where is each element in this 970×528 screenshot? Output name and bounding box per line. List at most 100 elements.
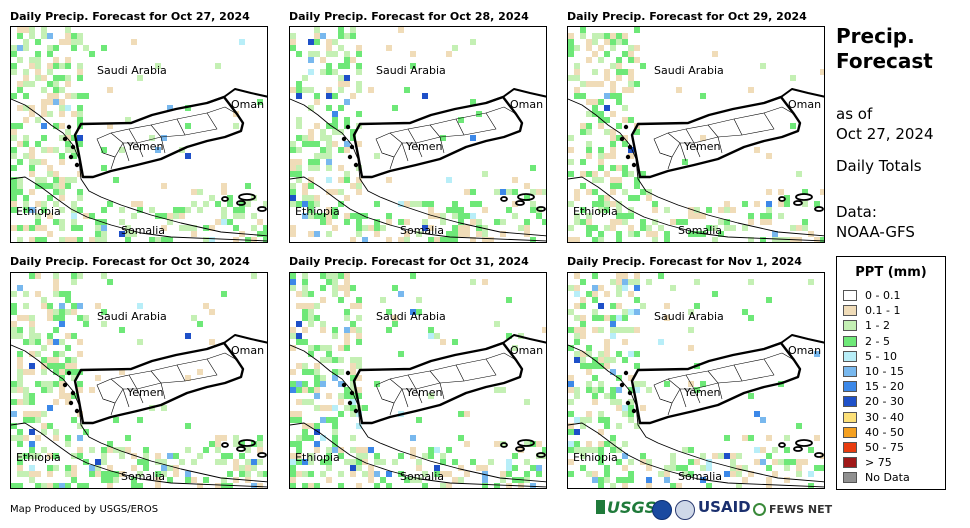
precip-cell [766,219,772,225]
precip-cell [766,435,772,441]
governorate-boundary [110,374,138,390]
precip-cell [53,57,59,63]
precip-cell [622,51,628,57]
precip-cell [506,471,512,477]
precip-cell [598,177,604,183]
precip-cell [488,237,494,242]
precip-cell [326,39,332,45]
precip-cell [290,171,296,177]
precip-cell [47,315,53,321]
precip-cell [29,105,35,111]
precip-cell [65,309,71,315]
precip-cell [646,477,652,483]
country-label-yemen: Yemen [406,140,443,153]
precip-cell [47,405,53,411]
precip-cell [302,183,308,189]
precip-cell [574,339,580,345]
precip-cell [314,393,320,399]
precip-cell [263,225,267,231]
precip-cell [41,87,47,93]
precip-cell [446,177,452,183]
precip-cell [29,225,35,231]
panel-title-5: Daily Precip. Forecast for Oct 31, 2024 [289,255,529,268]
precip-cell [386,309,392,315]
precip-cell [17,459,23,465]
yemen-border [352,95,524,179]
precip-cell [59,309,65,315]
precip-cell [574,75,580,81]
precip-cell [574,303,580,309]
precip-cell [416,477,422,483]
precip-cell [59,207,65,213]
precip-cell [604,351,610,357]
precip-cell [17,105,23,111]
precip-cell [203,303,209,309]
precip-cell [628,291,634,297]
precip-cell [344,333,350,339]
precip-cell [592,315,598,321]
precip-cell [107,441,113,447]
precip-cell [646,279,652,285]
precip-cell [11,435,17,441]
precip-cell [41,429,47,435]
precip-cell [290,225,296,231]
precip-cell [598,45,604,51]
precip-cell [296,381,302,387]
precip-cell [155,483,161,488]
precip-cell [622,135,628,141]
precip-cell [628,231,634,237]
precip-cell [308,39,314,45]
precip-cell [604,423,610,429]
precip-cell [530,207,536,213]
precip-cell [338,447,344,453]
panel-title-1: Daily Precip. Forecast for Oct 27, 2024 [10,10,250,23]
precip-cell [41,111,47,117]
precip-cell [107,477,113,483]
precip-cell [580,363,586,369]
precip-cell [766,453,772,459]
precip-cell [17,465,23,471]
precip-cell [71,309,77,315]
precip-cell [296,363,302,369]
precip-cell [41,27,47,33]
precip-cell [350,213,356,219]
precip-cell [512,177,518,183]
precip-cell [446,207,452,213]
precip-cell [604,393,610,399]
precip-cell [724,225,730,231]
precip-cell [568,225,574,231]
precip-cell [350,369,356,375]
precip-cell [338,399,344,405]
precip-cell [302,285,308,291]
precip-cell [65,345,71,351]
precip-cell [500,387,506,393]
precip-cell [332,207,338,213]
precip-cell [664,477,670,483]
precip-cell [53,285,59,291]
precip-cell [332,285,338,291]
precip-cell [628,477,634,483]
precip-map [11,273,267,488]
precip-cell [628,51,634,57]
red-sea-island [66,124,72,130]
precip-cell [320,327,326,333]
precip-cell [616,327,622,333]
precip-cell [392,315,398,321]
precip-cell [664,381,670,387]
precip-cell [11,129,17,135]
precip-cell [580,159,586,165]
map-panel-2: Saudi Arabia Oman Yemen Ethiopia Somalia [289,26,547,243]
precip-cell [796,423,802,429]
country-label-saudi-arabia: Saudi Arabia [654,310,724,323]
precip-cell [772,459,778,465]
precip-cell [356,393,362,399]
country-label-oman: Oman [788,98,822,111]
precip-cell [35,69,41,75]
precip-cell [314,159,320,165]
precip-cell [65,393,71,399]
precip-cell [296,123,302,129]
precip-cell [314,51,320,57]
precip-cell [338,201,344,207]
precip-cell [422,453,428,459]
precip-cell [77,69,83,75]
